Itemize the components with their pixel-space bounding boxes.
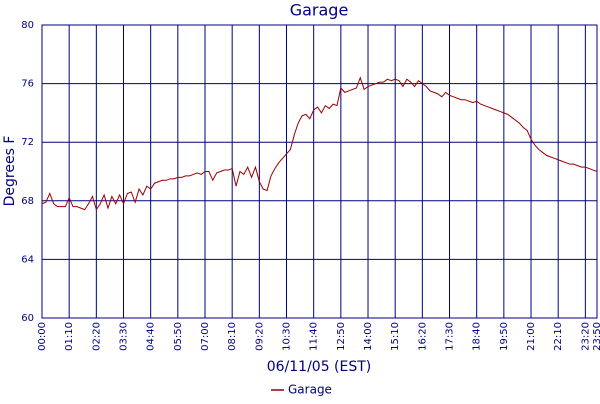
x-tick-label: 22:10 — [553, 322, 564, 351]
x-tick-label: 09:20 — [254, 322, 265, 351]
x-tick-label: 11:40 — [309, 322, 320, 351]
x-tick-label: 23:20 — [580, 322, 591, 351]
x-tick-label: 02:20 — [91, 322, 102, 351]
x-tick-label: 01:10 — [64, 322, 75, 351]
y-tick-label: 60 — [21, 313, 34, 324]
x-tick-label: 14:00 — [363, 322, 374, 351]
legend-label: Garage — [288, 383, 332, 397]
x-tick-label: 08:10 — [227, 322, 238, 351]
x-axis-label: 06/11/05 (EST) — [267, 359, 372, 375]
x-tick-label: 00:00 — [37, 322, 48, 351]
y-tick-label: 76 — [21, 79, 34, 90]
x-tick-label: 16:20 — [417, 322, 428, 351]
x-tick-label: 23:50 — [592, 322, 600, 351]
x-tick-label: 12:50 — [336, 322, 347, 351]
x-tick-label: 19:50 — [499, 322, 510, 351]
data-line — [41, 76, 598, 211]
plot-area — [41, 24, 598, 319]
x-tick-label: 07:00 — [200, 322, 211, 351]
chart-title: Garage — [290, 1, 349, 20]
y-tick-label: 80 — [21, 20, 34, 31]
x-tick-label: 05:50 — [173, 322, 184, 351]
x-tick-label: 21:00 — [526, 322, 537, 351]
y-tick-label: 72 — [21, 137, 34, 148]
x-tick-label: 15:10 — [390, 322, 401, 351]
x-tick-label: 04:40 — [146, 322, 157, 351]
x-tick-label: 03:30 — [119, 322, 130, 351]
x-tick-label: 17:30 — [445, 322, 456, 351]
y-axis-label: Degrees F — [2, 136, 18, 207]
x-tick-label: 18:40 — [472, 322, 483, 351]
x-tick-label: 10:30 — [282, 322, 293, 351]
y-tick-label: 68 — [21, 196, 34, 207]
y-tick-label: 64 — [21, 254, 34, 265]
